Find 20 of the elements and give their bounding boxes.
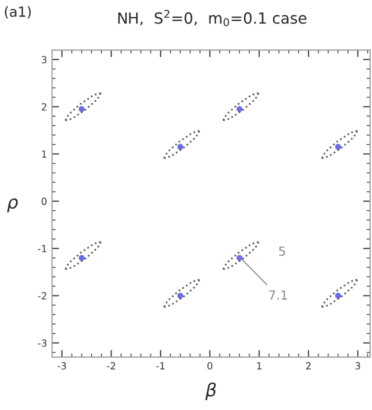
x-tick-label: 0 [207, 362, 212, 370]
chart-title: NH, S$^{2}$=0, m$_{0}$=0.1 case [118, 10, 306, 26]
y-tick-label: -1 [38, 245, 46, 252]
annotation: 5 [279, 246, 285, 256]
y-tick-label: 1 [42, 150, 46, 158]
x-tick-label: -2 [106, 362, 116, 370]
annotation: 7.1 [269, 290, 287, 300]
x-tick-label: 1 [257, 362, 262, 370]
y-tick-label: 0 [42, 198, 47, 206]
x-tick-label: 2 [306, 362, 311, 370]
text: (a1) [4, 6, 31, 19]
x-axis-title: β [205, 382, 216, 400]
y-axis-title: ρ [7, 198, 18, 212]
y-tick-label: 2 [42, 103, 46, 110]
x-tick-label: -3 [58, 362, 66, 370]
x-tick-label: 3 [355, 362, 360, 370]
y-tick-label: 3 [42, 56, 46, 64]
x-tick-label: -1 [156, 362, 165, 370]
y-tick-label: -2 [38, 292, 46, 300]
y-tick-label: -3 [38, 339, 46, 347]
